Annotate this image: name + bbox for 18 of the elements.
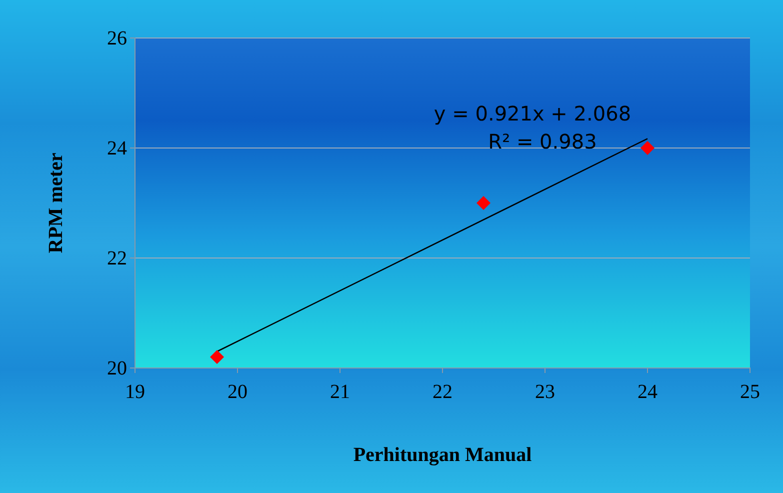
- x-tick-label: 21: [330, 381, 350, 403]
- x-tick-label: 20: [228, 381, 248, 403]
- x-tick-label: 25: [740, 381, 760, 403]
- annotation: y = 0.921x + 2.068: [434, 102, 632, 126]
- x-tick-label: 24: [638, 381, 658, 403]
- point: [640, 141, 654, 155]
- y-tick-label: 20: [107, 357, 127, 380]
- y-tick-label: 24: [107, 137, 127, 160]
- x-tick-label: 22: [432, 381, 452, 403]
- point: [210, 350, 224, 364]
- x-tick-label: 23: [535, 381, 555, 403]
- y-tick-label: 26: [107, 27, 127, 50]
- x-tick-label: 19: [125, 381, 145, 403]
- y-axis-title: RPM meter: [45, 152, 67, 254]
- y-tick-label: 22: [107, 247, 127, 270]
- annotation: R² = 0.983: [488, 130, 597, 154]
- x-axis-title: Perhitungan Manual: [353, 444, 532, 466]
- point: [476, 196, 490, 210]
